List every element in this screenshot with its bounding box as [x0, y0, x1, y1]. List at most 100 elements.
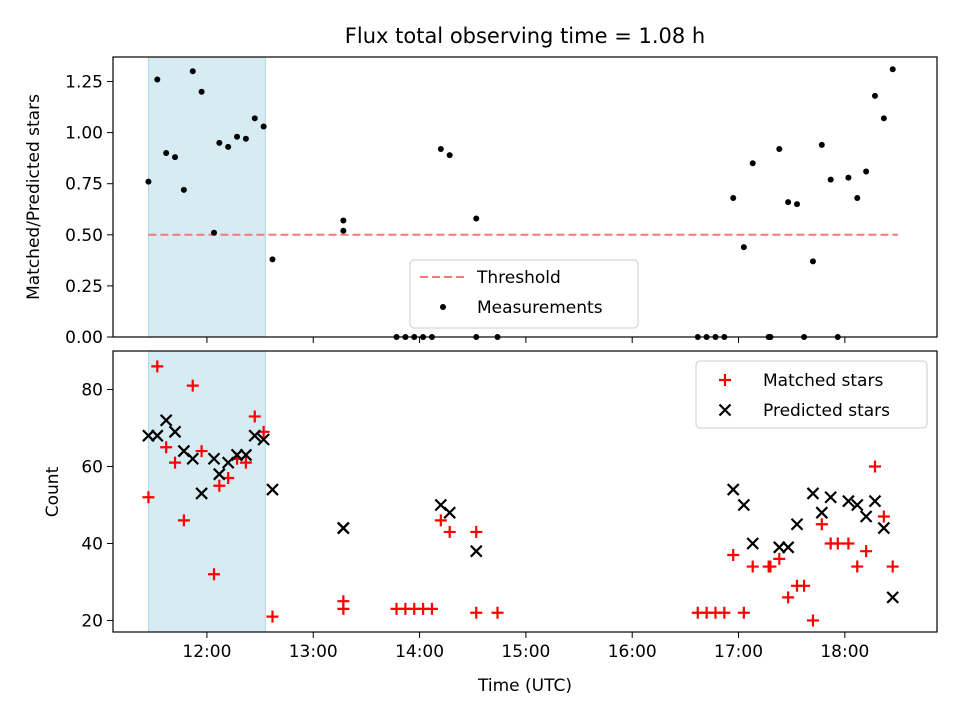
matched-star-marker: [208, 568, 221, 581]
measurement-point: [785, 199, 792, 206]
measurement-point: [145, 178, 152, 185]
matched-star-marker: [842, 537, 855, 550]
matched-star-marker: [177, 514, 190, 527]
predicted-star-marker: [159, 414, 173, 427]
matched-star-marker: [806, 614, 819, 627]
measurement-point: [216, 139, 223, 146]
ratio-y-tick-label: 0.00: [65, 328, 103, 348]
matched-star-marker: [195, 445, 208, 458]
measurement-point: [473, 215, 480, 222]
measurement-point: [776, 145, 783, 152]
measurement-point: [854, 195, 861, 202]
measurement-point: [740, 244, 747, 251]
predicted-star-marker: [213, 467, 226, 481]
chart-title: Flux total observing time = 1.08 h: [345, 24, 705, 48]
predicted-star-marker: [726, 483, 740, 496]
predicted-star-marker: [877, 521, 891, 535]
matched-star-marker: [266, 610, 279, 623]
measurement-point: [172, 154, 179, 161]
measurement-point: [749, 160, 756, 167]
matched-star-marker: [868, 460, 881, 473]
predicted-star-marker: [746, 537, 759, 550]
predicted-star-marker: [859, 510, 873, 523]
measurement-point: [827, 176, 834, 183]
count-shaded-region: [147, 350, 266, 633]
measurement-point: [260, 123, 267, 130]
measurement-point: [198, 88, 205, 95]
count-y-tick-label: 80: [81, 380, 103, 400]
measurement-point: [340, 217, 347, 224]
measurement-point: [234, 133, 241, 140]
predicted-star-marker: [239, 448, 253, 462]
predicted-star-marker: [195, 487, 208, 500]
matched-star-marker: [186, 379, 199, 392]
ratio-y-tick-label: 1.00: [65, 124, 103, 144]
measurement-point: [269, 256, 276, 263]
ratio-y-tick-label: 0.50: [65, 226, 103, 246]
ratio-y-tick-label: 0.25: [65, 277, 103, 297]
matched-star-marker: [443, 525, 456, 538]
matched-star-marker: [491, 606, 504, 619]
matched-star-marker: [434, 514, 447, 527]
matched-star-marker: [815, 518, 828, 531]
predicted-star-marker: [806, 487, 820, 500]
measurement-point: [340, 227, 347, 234]
ratio-plot-frame: [112, 56, 938, 338]
predicted-star-marker: [443, 506, 456, 519]
legend-measurement-label: Measurements: [477, 298, 603, 318]
measurement-point: [863, 168, 870, 175]
matched-star-marker: [773, 552, 786, 565]
predicted-star-marker: [868, 494, 882, 508]
matched-star-marker: [425, 602, 438, 615]
matched-star-marker: [151, 360, 164, 373]
measurement-point: [211, 229, 218, 236]
x-tick-label: 17:00: [714, 642, 763, 662]
predicted-star-marker: [207, 452, 221, 466]
x-tick-label: 18:00: [820, 642, 869, 662]
legend-matched-swatch: [719, 374, 731, 386]
measurement-point: [163, 150, 170, 157]
matched-star-marker: [737, 606, 750, 619]
bottom-y-axis-label: Count: [43, 466, 63, 517]
matched-star-marker: [860, 545, 873, 558]
legend-predicted-label: Predicted stars: [763, 401, 890, 421]
x-axis-label: Time (UTC): [477, 676, 572, 696]
legend-matched-label: Matched stars: [763, 371, 883, 391]
measurement-point: [809, 258, 816, 265]
predicted-star-marker: [266, 483, 279, 496]
matched-star-marker: [782, 591, 795, 604]
measurement-point: [871, 92, 878, 99]
matched-star-marker: [831, 537, 844, 550]
predicted-star-marker: [257, 433, 270, 446]
x-tick-label: 14:00: [395, 642, 444, 662]
measurement-point: [251, 115, 258, 122]
predicted-star-marker: [790, 517, 804, 531]
matched-star-marker: [851, 560, 864, 573]
measurement-point: [180, 186, 187, 193]
ratio-y-tick-label: 1.25: [65, 73, 103, 93]
measurement-point: [446, 152, 453, 159]
count-y-tick-label: 60: [81, 457, 103, 477]
measurement-point: [889, 66, 896, 73]
measurement-point: [437, 145, 444, 152]
matched-star-marker: [718, 606, 731, 619]
predicted-star-marker: [886, 591, 899, 604]
predicted-star-marker: [186, 452, 200, 466]
predicted-star-marker: [815, 506, 829, 519]
matched-star-marker: [877, 510, 890, 523]
count-y-tick-label: 40: [81, 534, 103, 554]
predicted-star-marker: [248, 429, 262, 442]
matched-star-marker: [764, 560, 777, 573]
ratio-shaded-region: [147, 56, 266, 338]
predicted-star-marker: [737, 498, 751, 512]
predicted-star-marker: [168, 425, 182, 439]
matched-star-marker: [337, 602, 350, 615]
matched-star-marker: [142, 491, 155, 504]
x-tick-label: 12:00: [182, 642, 231, 662]
matched-star-marker: [886, 560, 899, 573]
predicted-star-marker: [781, 541, 795, 554]
x-tick-label: 16:00: [608, 642, 657, 662]
top-y-axis-label: Matched/Predicted stars: [24, 94, 44, 300]
matched-star-marker: [798, 579, 811, 592]
